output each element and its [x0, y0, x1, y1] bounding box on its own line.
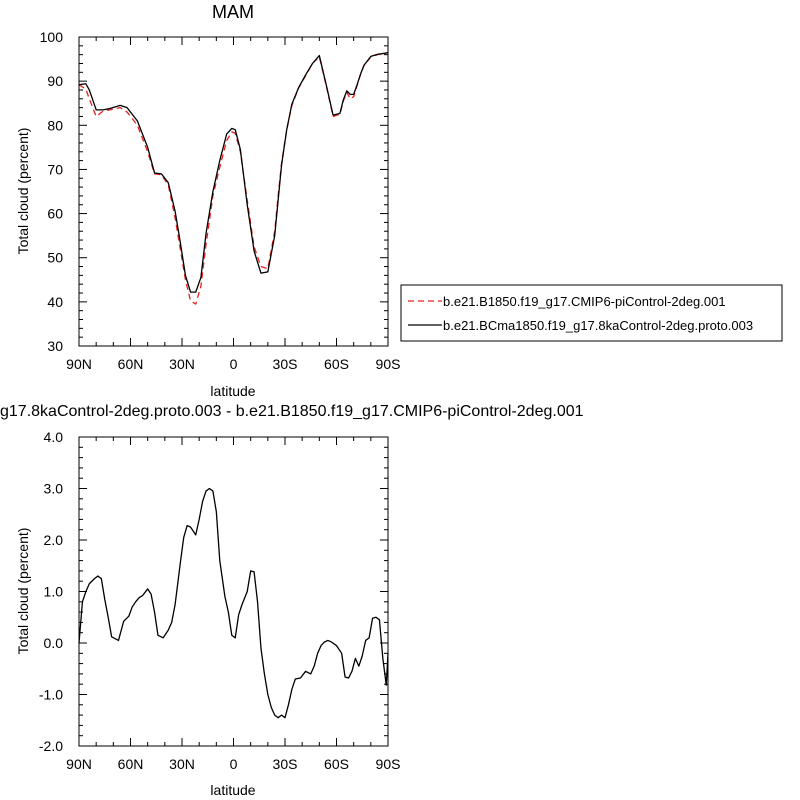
top-chart-x-tick-label: 60S: [324, 356, 349, 372]
bottom-chart: g17.8kaControl-2deg.proto.003 - b.e21.B1…: [0, 403, 584, 798]
bottom-chart-x-tick-label: 60S: [324, 756, 349, 772]
top-chart-y-label: Total cloud (percent): [15, 128, 31, 255]
bottom-chart-y-tick-label: -2.0: [39, 738, 63, 754]
legend-series-1-label: b.e21.BCma1850.f19_g17.8kaControl-2deg.p…: [443, 318, 753, 333]
top-chart-y-tick-label: 60: [47, 206, 63, 222]
bottom-chart-x-tick-label: 0: [230, 756, 238, 772]
top-chart-frame: [78, 36, 389, 347]
bottom-chart-y-tick-label: 3.0: [44, 481, 64, 497]
bottom-chart-x-tick-label: 30S: [273, 756, 298, 772]
bottom-chart-y-tick-label: -1.0: [39, 687, 63, 703]
legend: b.e21.B1850.f19_g17.CMIP6-piControl-2deg…: [400, 284, 783, 342]
legend-series-0-label: b.e21.B1850.f19_g17.CMIP6-piControl-2deg…: [443, 294, 726, 309]
top-chart-x-tick-label: 90S: [376, 356, 401, 372]
top-chart-x-tick-label: 30N: [169, 356, 195, 372]
bottom-chart-y-tick-label: 1.0: [44, 584, 64, 600]
top-chart-y-tick-label: 50: [47, 250, 63, 266]
bottom-chart-ticks: 90N 60N 30N 0 30S 60S 90S -2.0 -1.0 0.0 1.0 2.0 3.0 4…: [39, 429, 401, 772]
top-chart-y-tick-label: 100: [40, 29, 64, 45]
bottom-chart-series-0-line: [78, 487, 389, 719]
top-chart-x-tick-label: 30S: [273, 356, 298, 372]
top-chart-x-tick-label: 90N: [66, 356, 92, 372]
bottom-chart-frame: [78, 436, 389, 747]
top-chart-y-tick-label: 30: [47, 338, 63, 354]
bottom-chart-x-tick-label: 30N: [169, 756, 195, 772]
bottom-chart-y-tick-label: 4.0: [44, 429, 64, 445]
bottom-chart-x-label: latitude: [210, 782, 255, 798]
top-chart-y-tick-label: 40: [47, 294, 63, 310]
bottom-chart-y-label: Total cloud (percent): [15, 528, 31, 655]
top-chart-series: [78, 51, 389, 305]
top-chart-x-label: latitude: [210, 383, 255, 399]
top-chart-series-1-line: [78, 51, 389, 293]
legend-frame: [400, 284, 783, 342]
top-chart-y-tick-label: 70: [47, 161, 63, 177]
top-chart-series-0-line: [78, 51, 389, 305]
bottom-chart-y-tick-label: 2.0: [44, 532, 64, 548]
top-chart-x-tick-label: 0: [230, 356, 238, 372]
top-chart-x-tick-label: 60N: [118, 356, 144, 372]
top-chart-y-tick-label: 80: [47, 117, 63, 133]
bottom-chart-title: g17.8kaControl-2deg.proto.003 - b.e21.B1…: [0, 403, 584, 420]
bottom-chart-x-tick-label: 90S: [376, 756, 401, 772]
bottom-chart-series: [78, 487, 389, 719]
top-chart-ticks: 90N 60N 30N 0 30S 60S 90S 30 40 50 60 70 80 90 100: [40, 29, 401, 372]
top-chart-title: MAM: [212, 2, 254, 22]
bottom-chart-x-tick-label: 60N: [118, 756, 144, 772]
bottom-chart-y-tick-label: 0.0: [44, 635, 64, 651]
bottom-chart-x-tick-label: 90N: [66, 756, 92, 772]
top-chart: MAM 90N 60N 30N 0 30S 60S 90S 30 40 50 60 70 80 90 100…: [15, 2, 400, 399]
top-chart-y-tick-label: 90: [47, 73, 63, 89]
